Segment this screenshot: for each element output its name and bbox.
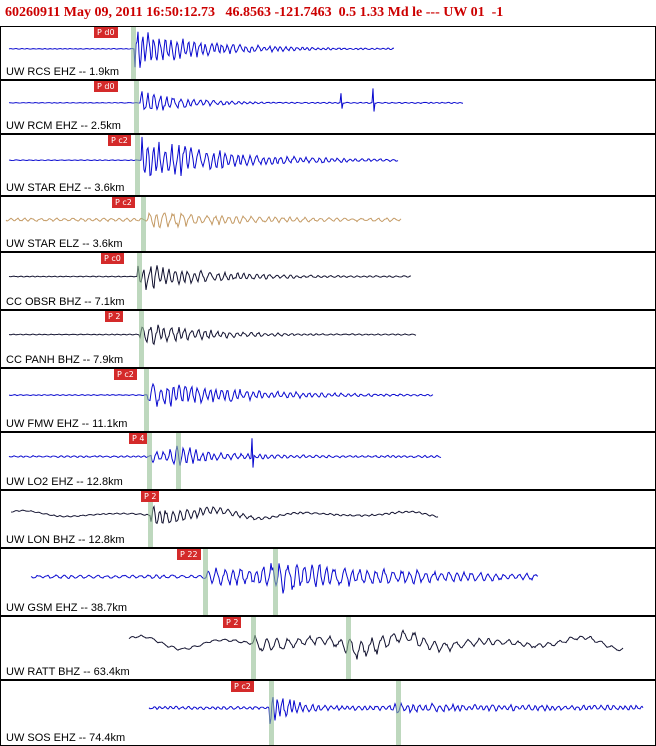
waveform <box>9 324 417 346</box>
trace-panel[interactable]: P c2 UW STAR ELZ -- 3.6km <box>0 196 656 252</box>
trace-list: P d0 UW RCS EHZ -- 1.9km P d0 UW RCM EHZ… <box>0 26 656 746</box>
pick-time-bar[interactable] <box>139 311 144 367</box>
pick-flag[interactable]: P 2 <box>105 311 124 322</box>
pick-flag[interactable]: P d0 <box>94 27 118 38</box>
pick-flag[interactable]: P c2 <box>112 197 135 208</box>
trace-panel[interactable]: P 2 CC PANH BHZ -- 7.9km <box>0 310 656 368</box>
station-label: UW RCS EHZ -- 1.9km <box>6 66 120 78</box>
pick-flag-label: P 2 <box>108 312 121 321</box>
waveform <box>8 265 412 290</box>
event-header: 60260911 May 09, 2011 16:50:12.73 46.856… <box>0 0 656 26</box>
pick-flag[interactable]: P d0 <box>94 81 118 92</box>
pick-flag-label: P c2 <box>115 198 132 207</box>
station-label: UW FMW EHZ -- 11.1km <box>6 418 128 430</box>
pick-flag-label: P 2 <box>226 618 239 627</box>
pick-time-bar[interactable] <box>176 433 181 489</box>
pick-time-bar[interactable] <box>134 81 139 133</box>
pick-flag[interactable]: P c2 <box>231 681 254 692</box>
pick-flag-label: P c0 <box>104 254 121 263</box>
station-label: CC PANH BHZ -- 7.9km <box>6 354 124 366</box>
station-label: UW RCM EHZ -- 2.5km <box>6 120 121 132</box>
pick-flag[interactable]: P c0 <box>101 253 124 264</box>
pick-flag-label: P 22 <box>180 550 198 559</box>
station-label: UW RATT BHZ -- 63.4km <box>6 666 130 678</box>
pick-time-bar[interactable] <box>141 197 146 251</box>
waveform <box>8 31 395 68</box>
pick-flag[interactable]: P 2 <box>141 491 160 502</box>
pick-time-bar[interactable] <box>273 549 278 615</box>
pick-time-bar[interactable] <box>251 617 256 679</box>
station-label: UW GSM EHZ -- 38.7km <box>6 602 128 614</box>
station-label: UW STAR ELZ -- 3.6km <box>6 238 123 250</box>
station-label: UW STAR EHZ -- 3.6km <box>6 182 125 194</box>
station-label: CC OBSR BHZ -- 7.1km <box>6 296 125 308</box>
pick-time-bar[interactable] <box>135 135 140 195</box>
pick-time-bar[interactable] <box>148 491 153 547</box>
waveform <box>8 88 464 112</box>
pick-time-bar[interactable] <box>144 369 149 431</box>
trace-panel[interactable]: P c2 UW SOS EHZ -- 74.4km <box>0 680 656 746</box>
pick-time-bar[interactable] <box>147 433 152 489</box>
pick-flag[interactable]: P c2 <box>114 369 137 380</box>
trace-panel[interactable]: P c2 UW STAR EHZ -- 3.6km <box>0 134 656 196</box>
pick-flag-label: P c2 <box>117 370 134 379</box>
pick-flag[interactable]: P c2 <box>108 135 131 146</box>
event-header-text: 60260911 May 09, 2011 16:50:12.73 46.856… <box>5 5 504 20</box>
waveform <box>128 629 624 660</box>
pick-flag-label: P c2 <box>111 136 128 145</box>
pick-flag-label: P d0 <box>97 82 115 91</box>
waveform <box>5 211 402 229</box>
waveform <box>30 563 539 594</box>
waveform <box>8 382 434 407</box>
station-label: UW SOS EHZ -- 74.4km <box>6 732 126 744</box>
pick-flag-label: P c2 <box>234 682 251 691</box>
trace-panel[interactable]: P 2 UW RATT BHZ -- 63.4km <box>0 616 656 680</box>
pick-time-bar[interactable] <box>396 681 401 745</box>
pick-flag-label: P d0 <box>97 28 115 37</box>
trace-panel[interactable]: P 2 UW LON BHZ -- 12.8km <box>0 490 656 548</box>
trace-panel[interactable]: P d0 UW RCM EHZ -- 2.5km <box>0 80 656 134</box>
pick-flag[interactable]: P 4 <box>129 433 148 444</box>
pick-flag[interactable]: P 2 <box>223 617 242 628</box>
pick-time-bar[interactable] <box>346 617 351 679</box>
station-label: UW LON BHZ -- 12.8km <box>6 534 125 546</box>
pick-time-bar[interactable] <box>269 681 274 745</box>
pick-time-bar[interactable] <box>131 27 136 79</box>
trace-panel[interactable]: P c2 UW FMW EHZ -- 11.1km <box>0 368 656 432</box>
waveform <box>11 505 439 525</box>
waveform <box>8 136 399 177</box>
pick-time-bar[interactable] <box>137 253 142 309</box>
pick-flag-label: P 2 <box>144 492 157 501</box>
trace-panel[interactable]: P 4 UW LO2 EHZ -- 12.8km <box>0 432 656 490</box>
trace-panel[interactable]: P 22 UW GSM EHZ -- 38.7km <box>0 548 656 616</box>
pick-flag[interactable]: P 22 <box>177 549 201 560</box>
trace-panel[interactable]: P d0 UW RCS EHZ -- 1.9km <box>0 26 656 80</box>
pick-flag-label: P 4 <box>132 434 145 443</box>
station-label: UW LO2 EHZ -- 12.8km <box>6 476 123 488</box>
pick-time-bar[interactable] <box>203 549 208 615</box>
trace-panel[interactable]: P c0 CC OBSR BHZ -- 7.1km <box>0 252 656 310</box>
waveform <box>8 438 442 468</box>
